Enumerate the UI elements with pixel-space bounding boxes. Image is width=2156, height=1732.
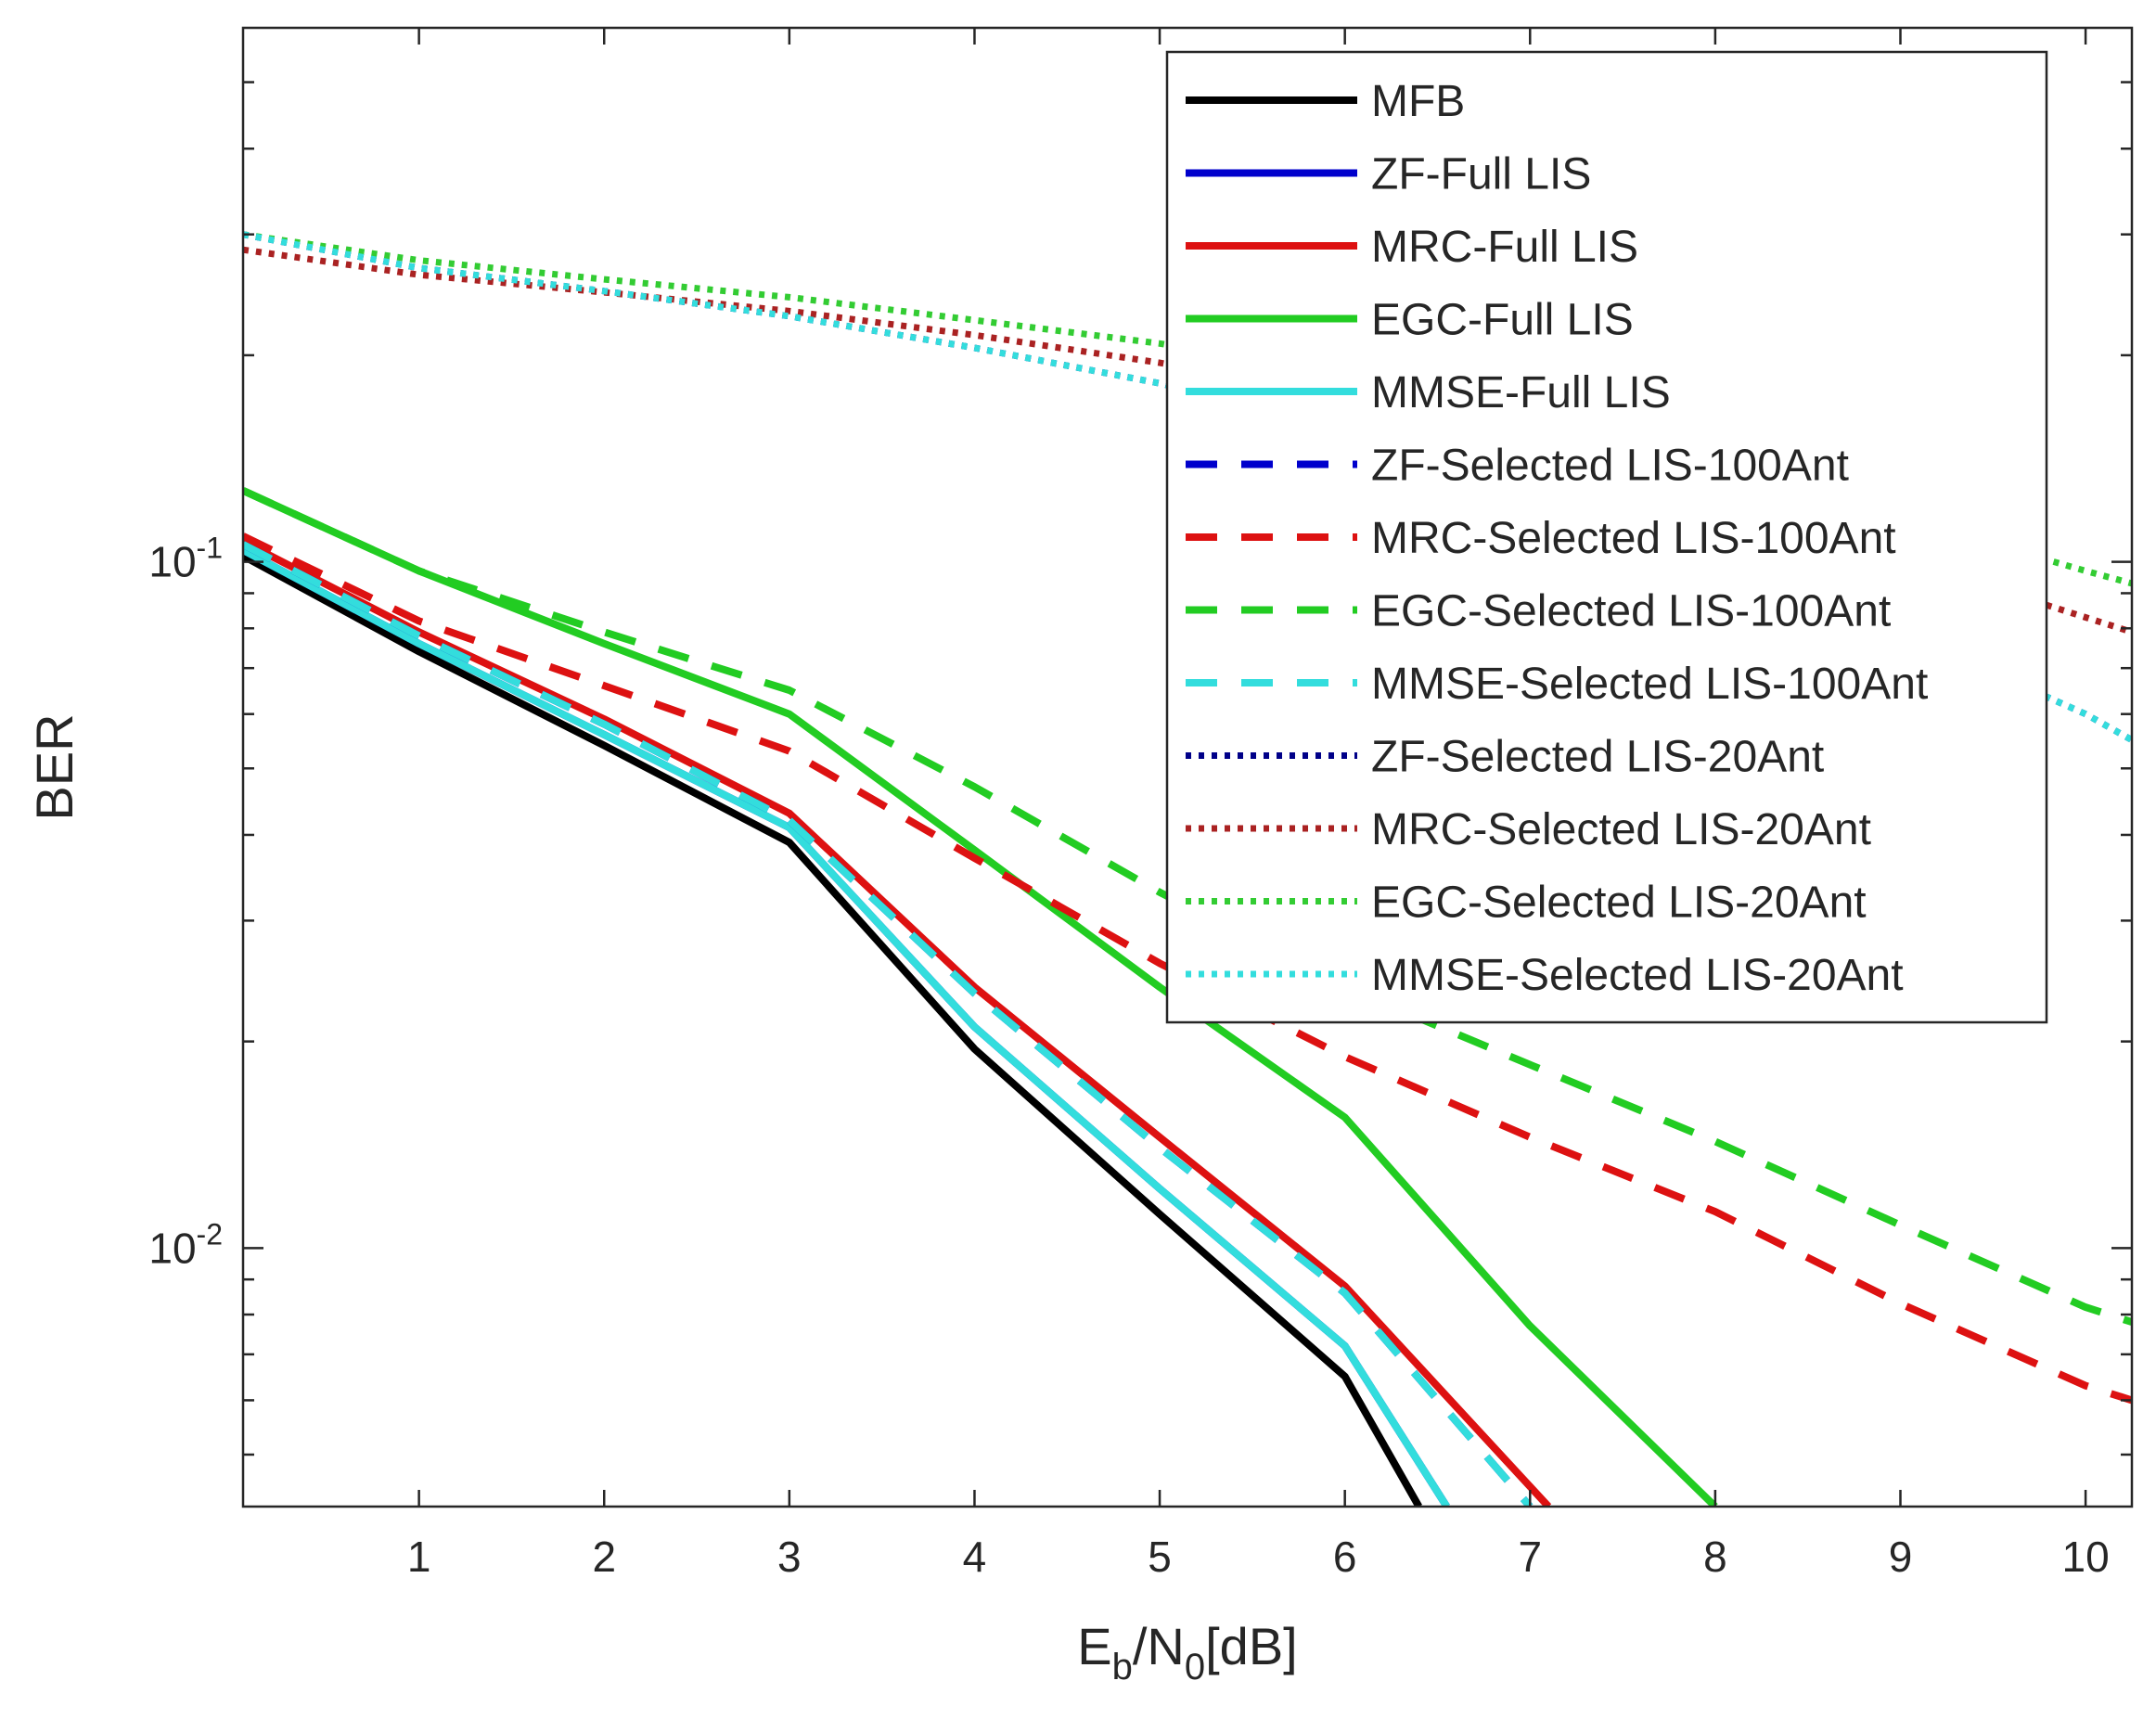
legend: MFB ZF-Full LIS MRC-Full LIS EGC-Full LIS MM…	[1165, 50, 2048, 1024]
legend-label-13: MMSE-Selected LIS-20Ant	[1371, 951, 1904, 1000]
series-line-4	[243, 487, 1718, 1507]
legend-label-10: ZF-Selected LIS-20Ant	[1371, 733, 1824, 782]
x-tick-label: 8	[1703, 1533, 1727, 1581]
x-tick-label: 9	[1889, 1533, 1913, 1581]
x-tick-label: 6	[1333, 1533, 1357, 1581]
legend-label-6: ZF-Selected LIS-100Ant	[1371, 442, 1849, 491]
series-line-1	[243, 552, 1422, 1507]
x-tick-label: 1	[407, 1533, 431, 1581]
legend-label-2: ZF-Full LIS	[1371, 150, 1591, 199]
legend-label-11: MRC-Selected LIS-20Ant	[1371, 805, 1871, 854]
legend-label-4: EGC-Full LIS	[1371, 296, 1634, 345]
series-line-8	[243, 487, 2132, 1326]
x-tick-label: 10	[2062, 1533, 2110, 1581]
series-line-9	[243, 541, 1534, 1507]
y-tick-label: 10-1	[148, 532, 223, 586]
legend-label-12: EGC-Selected LIS-20Ant	[1371, 879, 1867, 928]
axis-labels: 1 2 3 4 5 6 7 8 9 10 10-1 10-2 BER Eb/N0[dB]	[25, 532, 2110, 1687]
legend-label-9: MMSE-Selected LIS-100Ant	[1371, 660, 1928, 709]
legend-label-5: MMSE-Full LIS	[1371, 368, 1671, 417]
y-tick-label: 10-2	[148, 1217, 223, 1272]
legend-label-3: MRC-Full LIS	[1371, 223, 1638, 272]
plot-frame	[241, 26, 2134, 1508]
x-tick-label: 3	[777, 1533, 802, 1581]
series-line-5	[243, 546, 1450, 1507]
x-axis-title: Eb/N0[dB]	[1077, 1617, 1297, 1687]
x-tick-label: 2	[592, 1533, 616, 1581]
x-tick-label: 5	[1148, 1533, 1172, 1581]
x-tick-label: 7	[1518, 1533, 1542, 1581]
legend-label-1: MFB	[1371, 77, 1465, 126]
y-axis-title: BER	[25, 713, 83, 820]
legend-label-8: EGC-Selected LIS-100Ant	[1371, 587, 1891, 636]
axis-ticks	[243, 28, 2132, 1507]
legend-label-7: MRC-Selected LIS-100Ant	[1371, 514, 1896, 563]
x-tick-label: 4	[963, 1533, 987, 1581]
